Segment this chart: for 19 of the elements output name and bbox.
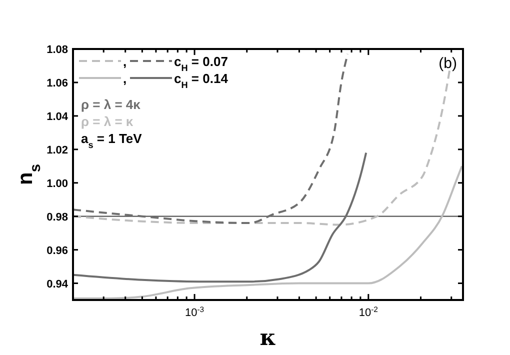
legend-label: c$_{H}$ = 0.14	[174, 71, 229, 90]
y-tick-label: 1.02	[46, 144, 68, 156]
y-tick-label: 1.08	[46, 44, 68, 56]
legend-label: ,	[123, 71, 127, 86]
x-axis-title: κ	[260, 325, 276, 351]
annotation: a$_{s}$ = 1 TeV	[81, 131, 142, 150]
y-tick-label: 0.98	[46, 211, 68, 224]
annotation: ρ = λ = κ	[81, 114, 134, 129]
x-tick-label: 10$^{-2}$	[358, 304, 378, 319]
y-tick-label: 1.04	[46, 110, 69, 123]
y-tick-label: 0.96	[46, 244, 68, 257]
y-tick-label: 1.06	[46, 77, 68, 90]
y-tick-label: 0.94	[46, 278, 69, 290]
annotation: (b)	[438, 55, 457, 72]
annotation: ρ = λ = 4κ	[81, 97, 142, 112]
legend-label: c$_{H}$ = 0.07	[174, 54, 228, 73]
y-tick-label: 1.00	[46, 178, 68, 190]
legend-label: ,	[123, 54, 127, 69]
x-tick-label: 10$^{-3}$	[184, 304, 204, 319]
